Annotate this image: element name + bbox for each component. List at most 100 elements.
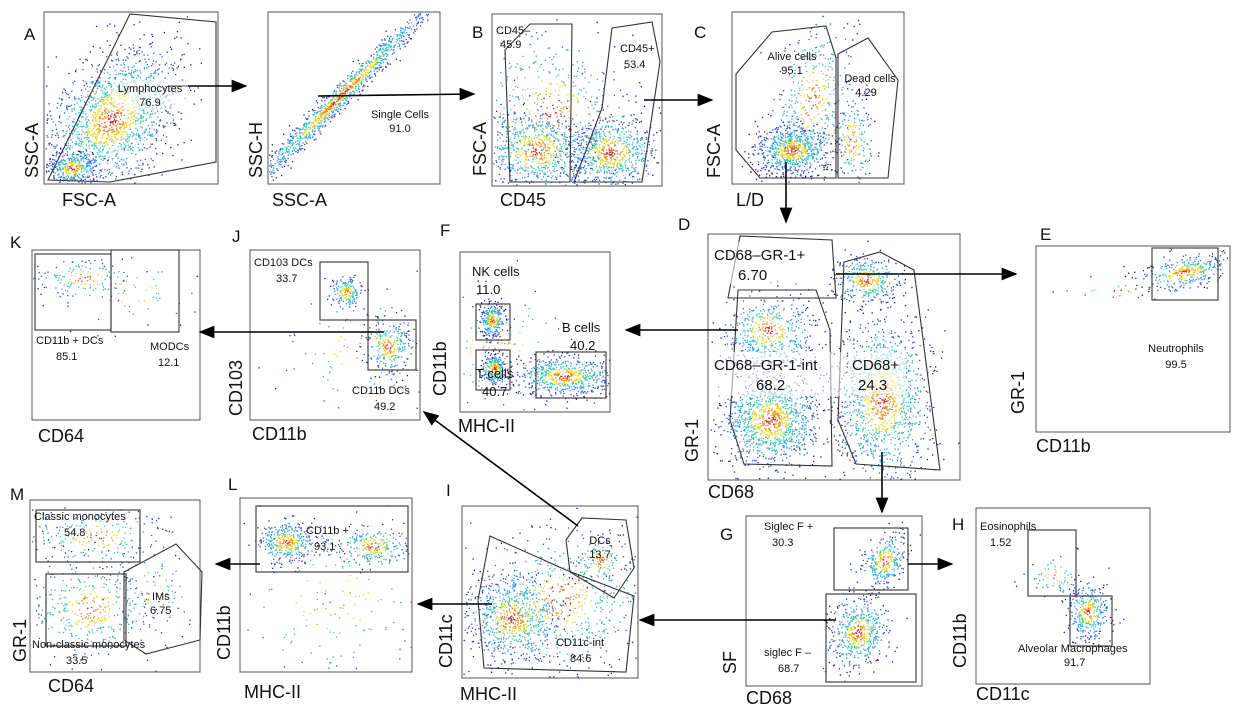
event-dot — [512, 166, 514, 168]
event-dot — [764, 139, 766, 142]
event-dot — [64, 91, 67, 93]
event-dot — [551, 141, 553, 143]
event-dot — [102, 102, 105, 105]
event-dot — [289, 141, 291, 144]
event-dot — [613, 120, 615, 122]
event-dot — [374, 68, 376, 70]
event-dot — [524, 77, 526, 79]
event-dot — [350, 92, 353, 94]
event-dot — [361, 65, 363, 67]
event-dot — [611, 142, 613, 144]
event-dot — [528, 136, 530, 138]
event-dot — [91, 159, 93, 162]
event-dot — [79, 151, 81, 153]
event-dot — [635, 146, 638, 148]
event-dot — [85, 144, 87, 146]
event-dot — [532, 161, 534, 163]
event-dot — [798, 161, 801, 163]
event-dot — [149, 134, 151, 136]
event-dot — [388, 43, 390, 45]
event-dot — [523, 145, 525, 147]
event-dot — [379, 47, 381, 50]
event-dot — [46, 163, 48, 166]
event-dot — [101, 151, 103, 153]
event-dot — [543, 173, 545, 175]
event-dot — [355, 83, 357, 85]
event-dot — [364, 74, 366, 76]
event-dot — [596, 140, 598, 142]
event-dot — [757, 163, 760, 166]
event-dot — [82, 151, 84, 153]
event-dot — [601, 149, 603, 151]
event-dot — [342, 92, 344, 94]
event-dot — [539, 66, 541, 68]
event-dot — [636, 130, 638, 132]
event-dot — [618, 123, 620, 126]
event-dot — [622, 149, 624, 151]
event-dot — [306, 118, 309, 121]
event-dot — [85, 113, 87, 115]
event-dot — [115, 59, 117, 61]
event-dot — [176, 36, 178, 38]
event-dot — [525, 154, 527, 156]
event-dot — [291, 137, 293, 139]
event-dot — [46, 119, 48, 121]
event-dot — [559, 182, 561, 184]
event-dot — [118, 132, 120, 134]
event-dot — [802, 172, 804, 174]
event-dot — [376, 63, 378, 65]
event-dot — [122, 142, 125, 144]
event-dot — [348, 86, 350, 88]
event-dot — [98, 163, 101, 165]
event-dot — [611, 167, 613, 169]
event-dot — [65, 149, 67, 151]
event-dot — [647, 173, 649, 175]
event-dot — [584, 179, 586, 181]
event-dot — [627, 136, 629, 138]
event-dot — [805, 133, 807, 135]
event-dot — [541, 154, 543, 157]
event-dot — [80, 94, 83, 97]
event-dot — [101, 118, 104, 120]
event-dot — [83, 137, 85, 140]
event-dot — [823, 144, 825, 146]
event-dot — [536, 175, 538, 177]
event-dot — [153, 52, 155, 54]
event-dot — [338, 84, 340, 87]
event-dot — [143, 109, 145, 111]
event-dot — [362, 79, 364, 81]
event-dot — [577, 70, 579, 72]
event-dot — [355, 73, 357, 75]
event-dot — [512, 167, 514, 170]
event-dot — [539, 135, 541, 137]
event-dot — [791, 135, 793, 138]
event-dot — [348, 102, 350, 104]
event-dot — [297, 137, 299, 139]
event-dot — [550, 128, 552, 130]
event-dot — [358, 86, 360, 88]
event-dot — [273, 172, 275, 175]
event-dot — [539, 154, 542, 156]
event-dot — [624, 126, 627, 129]
event-dot — [528, 124, 530, 127]
event-dot — [780, 161, 783, 163]
event-dot — [110, 115, 112, 117]
event-dot — [106, 97, 108, 99]
event-dot — [120, 145, 122, 148]
event-dot — [363, 70, 365, 72]
event-dot — [69, 178, 71, 180]
event-dot — [370, 64, 372, 66]
event-dot — [531, 170, 533, 172]
event-dot — [138, 133, 140, 135]
event-dot — [809, 167, 811, 169]
event-dot — [773, 154, 776, 157]
event-dot — [55, 155, 57, 157]
event-dot — [72, 162, 74, 164]
event-dot — [789, 168, 791, 170]
event-dot — [113, 77, 115, 79]
event-dot — [296, 132, 298, 134]
event-dot — [107, 159, 110, 161]
event-dot — [303, 134, 305, 136]
event-dot — [554, 176, 557, 178]
event-dot — [116, 109, 119, 111]
